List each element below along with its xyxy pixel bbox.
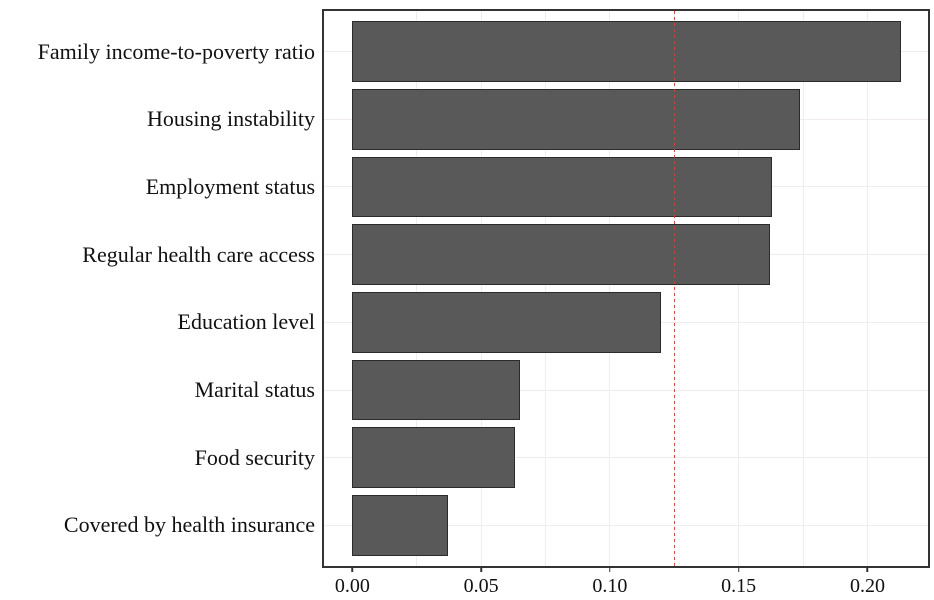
x-axis-tick-label: 0.20 [849,575,885,597]
reference-line [673,11,676,566]
y-axis-label-housing-instability: Housing instability [146,106,315,132]
bar-marital-status [352,359,520,421]
bar-housing-instability [352,88,801,150]
gridline-horizontal [324,389,928,391]
x-axis-tick [737,568,740,572]
x-axis-tick [480,568,482,572]
x-axis-tick-label: 0.15 [721,575,757,597]
gridline-vertical [609,11,611,566]
y-axis-label-family-income-to-poverty-ratio: Family income-to-poverty ratio [37,38,315,64]
bar-covered-by-health-insurance [352,494,448,556]
bar-family-income-to-poverty-ratio [352,21,901,83]
x-axis-tick-label: 0.10 [592,575,628,597]
y-axis-label-education-level: Education level [177,309,315,335]
gridline-vertical [480,11,482,566]
gridline-vertical [866,11,868,566]
x-axis-tick-label: 0.00 [334,575,370,597]
gridline-vertical [738,11,740,566]
y-axis-label-employment-status: Employment status [145,173,315,199]
y-axis-label-regular-health-care-access: Regular health care access [82,241,315,267]
gridline-horizontal [324,457,928,459]
gridline-horizontal [324,524,928,526]
y-axis-label-food-security: Food security [194,444,315,470]
x-axis-tick [866,568,869,572]
plot-area [324,11,928,566]
y-axis-label-covered-by-health-insurance: Covered by health insurance [63,512,315,538]
x-axis-tick-label: 0.05 [463,575,499,597]
plot-panel [322,9,930,568]
gridline-vertical [416,11,418,566]
bar-education-level [352,291,662,353]
bar-food-security [352,427,515,489]
x-axis-tick [609,568,611,572]
bar-employment-status [352,156,773,218]
x-axis-tick [351,568,354,572]
gridline-vertical [545,11,546,566]
y-axis-label-marital-status: Marital status [194,377,315,403]
gridline-vertical [802,11,804,566]
bar-regular-health-care-access [352,224,770,286]
